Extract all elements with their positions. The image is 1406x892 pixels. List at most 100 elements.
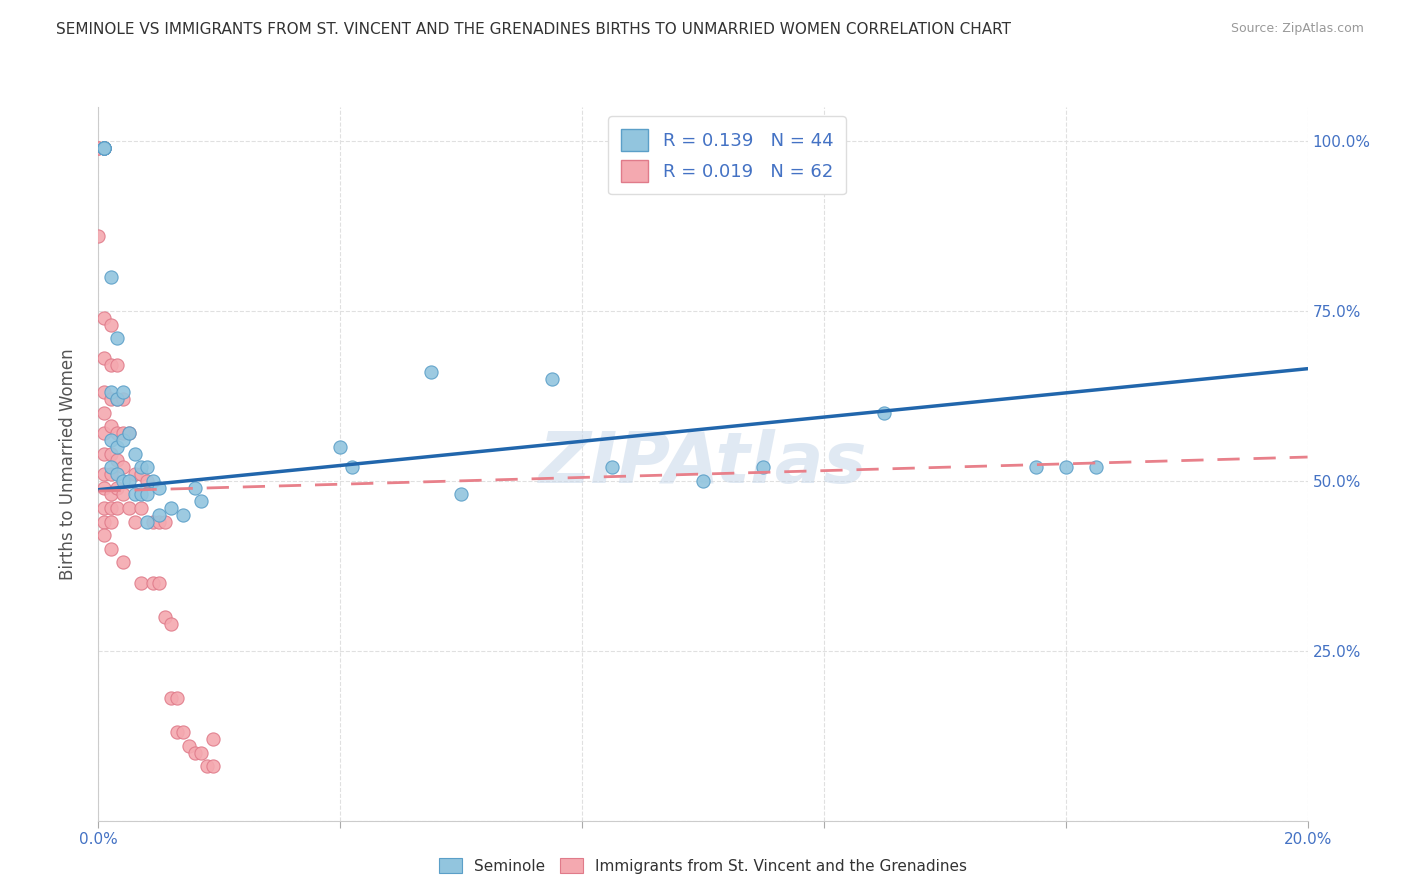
Point bbox=[202, 732, 225, 747]
Point bbox=[93, 481, 115, 495]
Point bbox=[118, 426, 141, 441]
Point bbox=[93, 141, 115, 155]
Point bbox=[148, 575, 170, 590]
Point bbox=[111, 433, 134, 447]
Point bbox=[124, 515, 146, 529]
Point bbox=[420, 365, 443, 379]
Point bbox=[342, 460, 364, 475]
Point bbox=[100, 515, 122, 529]
Point bbox=[172, 508, 194, 522]
Point bbox=[87, 229, 110, 244]
Point bbox=[160, 616, 183, 631]
Point bbox=[153, 515, 176, 529]
Point bbox=[105, 467, 128, 481]
Point bbox=[100, 467, 122, 481]
Point bbox=[1085, 460, 1108, 475]
Point bbox=[100, 359, 122, 373]
Point bbox=[100, 385, 122, 400]
Point bbox=[135, 474, 157, 488]
Point bbox=[179, 739, 201, 753]
Point bbox=[111, 426, 134, 441]
Point bbox=[135, 515, 157, 529]
Point bbox=[692, 474, 714, 488]
Point bbox=[100, 433, 122, 447]
Point bbox=[93, 141, 115, 155]
Point bbox=[93, 528, 115, 542]
Point bbox=[142, 474, 165, 488]
Point bbox=[87, 141, 110, 155]
Point bbox=[105, 426, 128, 441]
Point bbox=[100, 269, 122, 284]
Point bbox=[172, 725, 194, 739]
Point bbox=[190, 494, 212, 508]
Point bbox=[129, 487, 152, 501]
Point bbox=[148, 515, 170, 529]
Point bbox=[93, 501, 115, 516]
Point bbox=[129, 575, 152, 590]
Point bbox=[93, 141, 115, 155]
Point bbox=[602, 460, 624, 475]
Point bbox=[100, 392, 122, 407]
Point bbox=[100, 447, 122, 461]
Point bbox=[129, 460, 152, 475]
Point bbox=[124, 467, 146, 481]
Point bbox=[111, 474, 134, 488]
Point bbox=[752, 460, 775, 475]
Point bbox=[100, 460, 122, 475]
Point bbox=[93, 447, 115, 461]
Point bbox=[450, 487, 472, 501]
Point bbox=[153, 609, 176, 624]
Point bbox=[87, 141, 110, 155]
Point bbox=[111, 555, 134, 569]
Text: ZIPAtlas: ZIPAtlas bbox=[538, 429, 868, 499]
Point bbox=[105, 481, 128, 495]
Point bbox=[873, 406, 896, 420]
Point bbox=[111, 392, 134, 407]
Point bbox=[93, 351, 115, 366]
Point bbox=[105, 392, 128, 407]
Point bbox=[100, 318, 122, 332]
Point bbox=[1054, 460, 1077, 475]
Point bbox=[93, 141, 115, 155]
Point bbox=[100, 487, 122, 501]
Point bbox=[202, 759, 225, 773]
Legend: R = 0.139   N = 44, R = 0.019   N = 62: R = 0.139 N = 44, R = 0.019 N = 62 bbox=[609, 116, 846, 194]
Point bbox=[93, 467, 115, 481]
Point bbox=[100, 501, 122, 516]
Point bbox=[105, 392, 128, 407]
Point bbox=[118, 501, 141, 516]
Point bbox=[111, 460, 134, 475]
Point bbox=[148, 481, 170, 495]
Point bbox=[142, 515, 165, 529]
Y-axis label: Births to Unmarried Women: Births to Unmarried Women bbox=[59, 348, 77, 580]
Point bbox=[111, 487, 134, 501]
Point bbox=[93, 141, 115, 155]
Point bbox=[135, 460, 157, 475]
Point bbox=[129, 467, 152, 481]
Point bbox=[184, 746, 207, 760]
Legend: Seminole, Immigrants from St. Vincent and the Grenadines: Seminole, Immigrants from St. Vincent an… bbox=[433, 852, 973, 880]
Point bbox=[190, 746, 212, 760]
Point bbox=[100, 419, 122, 434]
Point bbox=[93, 141, 115, 155]
Point bbox=[100, 541, 122, 556]
Point bbox=[148, 508, 170, 522]
Point bbox=[93, 310, 115, 325]
Point bbox=[105, 440, 128, 454]
Point bbox=[160, 691, 183, 706]
Point bbox=[160, 501, 183, 516]
Point bbox=[93, 515, 115, 529]
Point bbox=[93, 426, 115, 441]
Point bbox=[111, 385, 134, 400]
Point bbox=[93, 406, 115, 420]
Point bbox=[135, 487, 157, 501]
Point bbox=[540, 372, 562, 386]
Point bbox=[124, 447, 146, 461]
Point bbox=[142, 575, 165, 590]
Point bbox=[166, 725, 188, 739]
Point bbox=[118, 474, 141, 488]
Point bbox=[1024, 460, 1046, 475]
Point bbox=[93, 385, 115, 400]
Point bbox=[166, 691, 188, 706]
Point bbox=[329, 440, 352, 454]
